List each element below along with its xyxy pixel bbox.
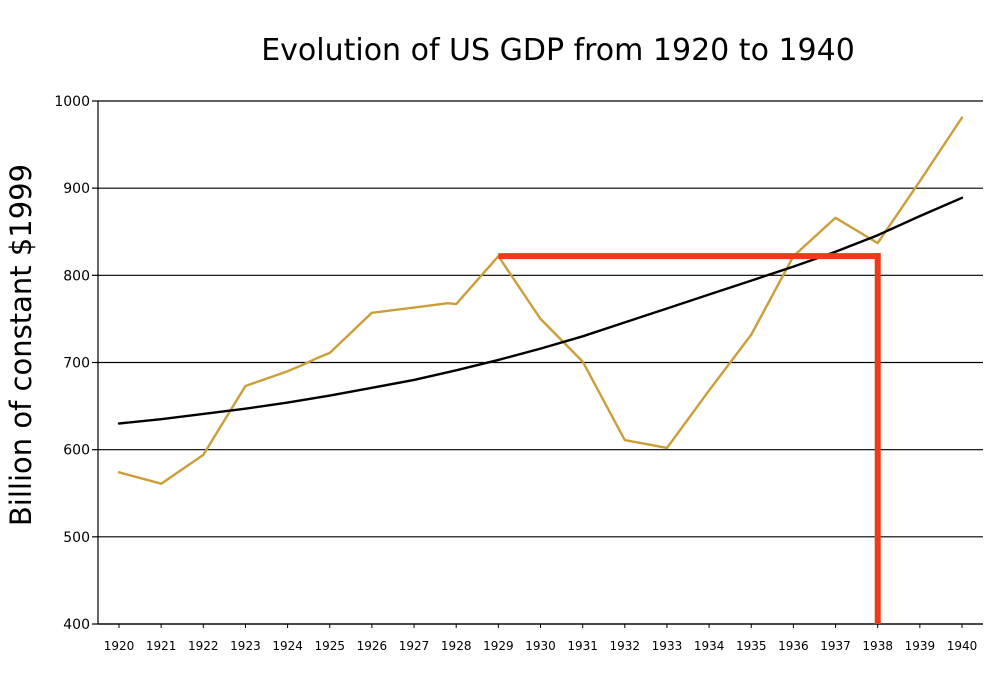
y-tick-label: 1000 xyxy=(54,94,90,110)
x-tick-label: 1926 xyxy=(357,639,388,653)
axes xyxy=(92,100,983,628)
x-tick-label: 1938 xyxy=(862,639,893,653)
x-tick-label: 1932 xyxy=(610,639,641,653)
x-tick-label: 1940 xyxy=(947,639,978,653)
series-lines xyxy=(117,116,964,485)
y-tick-labels: 400 500 600 700 800 900 1000 xyxy=(54,94,90,633)
x-tick-label: 1920 xyxy=(104,639,135,653)
x-tick-label: 1933 xyxy=(652,639,683,653)
y-tick-label: 900 xyxy=(63,181,90,197)
y-tick-label: 700 xyxy=(63,356,90,372)
y-tick-label: 800 xyxy=(63,268,90,284)
x-tick-label: 1928 xyxy=(441,639,472,653)
chart-title: Evolution of US GDP from 1920 to 1940 xyxy=(261,33,855,68)
grid-lines xyxy=(98,100,983,625)
x-tick-label: 1937 xyxy=(820,639,851,653)
x-tick-label: 1925 xyxy=(314,639,345,653)
x-tick-label: 1939 xyxy=(905,639,936,653)
x-tick-label: 1929 xyxy=(483,639,514,653)
x-tick-label: 1921 xyxy=(146,639,177,653)
y-axis-label: Billion of constant $1999 xyxy=(4,164,38,526)
x-tick-label: 1927 xyxy=(399,639,430,653)
x-tick-label: 1931 xyxy=(567,639,598,653)
series-line-0 xyxy=(117,116,964,485)
annotations xyxy=(498,253,881,624)
x-tick-label: 1923 xyxy=(230,639,261,653)
y-tick-label: 500 xyxy=(63,530,90,546)
x-tick-label: 1924 xyxy=(272,639,303,653)
x-tick-label: 1935 xyxy=(736,639,767,653)
series-line-1 xyxy=(117,196,964,425)
y-tick-label: 600 xyxy=(63,443,90,459)
x-tick-label: 1930 xyxy=(525,639,556,653)
x-tick-label: 1936 xyxy=(778,639,809,653)
x-tick-labels: 1920 1921 1922 1923 1924 1925 1926 1927 1928 1929… xyxy=(104,639,978,653)
y-tick-label: 400 xyxy=(63,617,90,633)
x-tick-label: 1922 xyxy=(188,639,219,653)
x-tick-label: 1934 xyxy=(694,639,725,653)
